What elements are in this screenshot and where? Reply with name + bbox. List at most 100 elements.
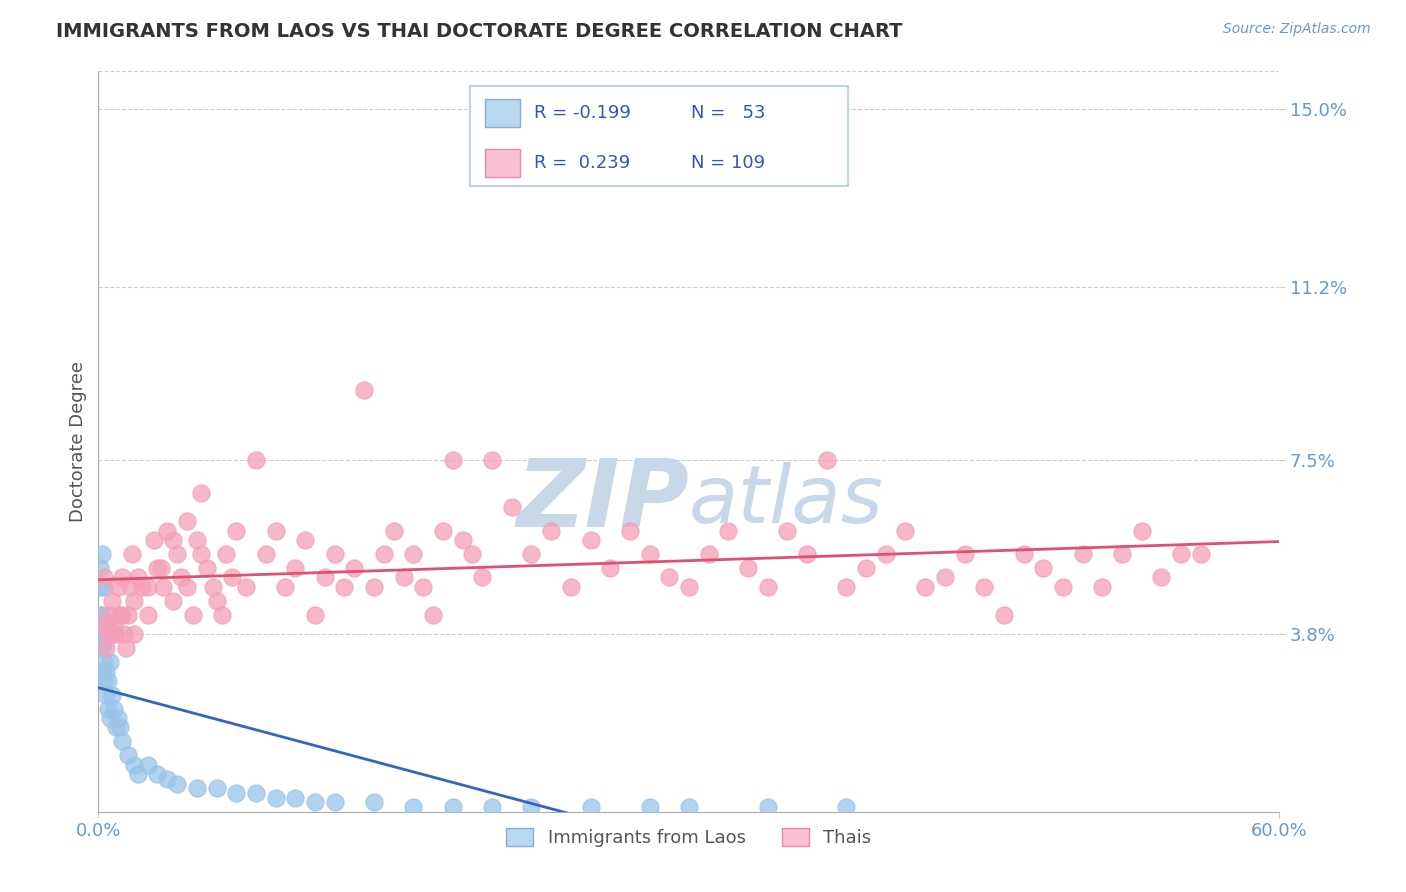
- Point: [363, 580, 385, 594]
- Point: [108, 607, 131, 622]
- Point: [170, 570, 193, 584]
- Point: [127, 767, 149, 781]
- Point: [156, 524, 179, 538]
- Y-axis label: Doctorate Degree: Doctorate Degree: [69, 361, 87, 522]
- Point: [122, 626, 145, 640]
- Point: [402, 800, 425, 814]
- Point: [422, 607, 444, 622]
- Point: [105, 720, 128, 734]
- Point: [186, 781, 208, 796]
- Point: [1170, 547, 1192, 561]
- Point: [166, 547, 188, 561]
- Point: [264, 790, 287, 805]
- Point: [115, 640, 138, 655]
- Point: [181, 607, 204, 622]
- Point: [382, 524, 405, 538]
- Point: [343, 561, 366, 575]
- Point: [599, 561, 621, 575]
- Point: [111, 607, 134, 622]
- Text: R = -0.199: R = -0.199: [534, 104, 631, 122]
- Point: [835, 580, 858, 594]
- Point: [103, 626, 125, 640]
- Point: [111, 570, 134, 584]
- Point: [156, 772, 179, 786]
- Point: [150, 561, 173, 575]
- Point: [953, 547, 976, 561]
- Point: [638, 800, 661, 814]
- Point: [333, 580, 356, 594]
- Point: [402, 547, 425, 561]
- Point: [638, 547, 661, 561]
- Point: [245, 786, 267, 800]
- Point: [855, 561, 877, 575]
- Point: [323, 547, 346, 561]
- Point: [97, 673, 120, 688]
- Point: [146, 767, 169, 781]
- Point: [993, 607, 1015, 622]
- Point: [136, 607, 159, 622]
- Point: [201, 580, 224, 594]
- Point: [412, 580, 434, 594]
- Point: [91, 664, 114, 678]
- Point: [796, 547, 818, 561]
- Point: [96, 640, 118, 655]
- Point: [1071, 547, 1094, 561]
- Text: R =  0.239: R = 0.239: [534, 154, 630, 172]
- Point: [136, 580, 159, 594]
- Point: [91, 607, 114, 622]
- Point: [89, 617, 111, 632]
- Point: [91, 626, 114, 640]
- Point: [117, 748, 139, 763]
- Point: [481, 800, 503, 814]
- Point: [111, 734, 134, 748]
- Point: [294, 533, 316, 547]
- Point: [96, 617, 118, 632]
- Point: [97, 701, 120, 715]
- Point: [678, 580, 700, 594]
- Point: [658, 570, 681, 584]
- Bar: [485, 149, 520, 178]
- Text: ZIP: ZIP: [516, 455, 689, 547]
- Point: [737, 561, 759, 575]
- Point: [97, 626, 120, 640]
- Point: [1111, 547, 1133, 561]
- Point: [678, 800, 700, 814]
- Point: [101, 594, 124, 608]
- Legend: Immigrants from Laos, Thais: Immigrants from Laos, Thais: [499, 821, 879, 855]
- Point: [176, 514, 198, 528]
- Point: [166, 776, 188, 790]
- Point: [93, 636, 115, 650]
- Point: [89, 607, 111, 622]
- Point: [117, 607, 139, 622]
- Bar: [485, 99, 520, 128]
- Point: [304, 795, 326, 809]
- Point: [373, 547, 395, 561]
- Point: [697, 547, 720, 561]
- Point: [97, 626, 120, 640]
- Point: [756, 580, 779, 594]
- Point: [107, 580, 129, 594]
- Point: [186, 533, 208, 547]
- Point: [756, 800, 779, 814]
- Point: [122, 757, 145, 772]
- Point: [105, 626, 128, 640]
- Point: [520, 547, 543, 561]
- Point: [91, 640, 114, 655]
- Point: [211, 607, 233, 622]
- Point: [1130, 524, 1153, 538]
- Point: [1012, 547, 1035, 561]
- Point: [934, 570, 956, 584]
- Point: [1150, 570, 1173, 584]
- Point: [560, 580, 582, 594]
- Point: [107, 711, 129, 725]
- Point: [93, 570, 115, 584]
- Point: [103, 701, 125, 715]
- Point: [98, 607, 121, 622]
- Point: [520, 800, 543, 814]
- Point: [152, 580, 174, 594]
- Point: [190, 486, 212, 500]
- Point: [441, 800, 464, 814]
- Point: [776, 524, 799, 538]
- Point: [96, 688, 118, 702]
- Point: [835, 800, 858, 814]
